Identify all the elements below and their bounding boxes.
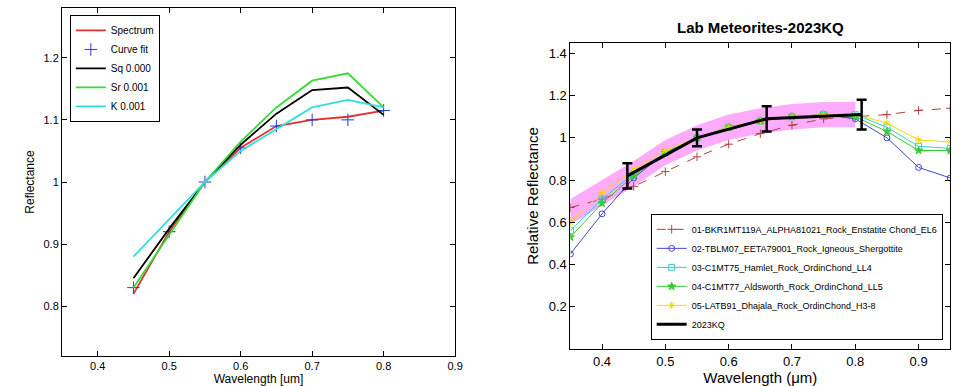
svg-text:0.6: 0.6 <box>549 215 567 230</box>
svg-text:Reflectance: Reflectance <box>23 150 37 214</box>
svg-text:Sr 0.001: Sr 0.001 <box>111 82 149 93</box>
svg-text:03-C1MT75_Hamlet_Rock_OrdinCho: 03-C1MT75_Hamlet_Rock_OrdinChond_LL4 <box>692 263 872 273</box>
svg-text:1.2: 1.2 <box>549 88 567 103</box>
svg-text:2023KQ: 2023KQ <box>692 320 725 330</box>
svg-text:0.4: 0.4 <box>593 354 611 369</box>
svg-text:Lab Meteorites-2023KQ: Lab Meteorites-2023KQ <box>677 19 844 36</box>
svg-text:04-C1MT77_Aldsworth_Rock_Ordin: 04-C1MT77_Aldsworth_Rock_OrdinChond_LL5 <box>692 282 883 292</box>
svg-text:0.5: 0.5 <box>656 354 674 369</box>
svg-text:Curve fit: Curve fit <box>111 44 148 55</box>
svg-text:0.8: 0.8 <box>43 300 58 312</box>
svg-text:0.6: 0.6 <box>233 360 248 372</box>
svg-text:Spectrum: Spectrum <box>111 25 154 36</box>
svg-text:05-LATB91_Dhajala_Rock_OrdinCh: 05-LATB91_Dhajala_Rock_OrdinChond_H3-8 <box>692 301 876 311</box>
svg-text:0.9: 0.9 <box>43 238 58 250</box>
svg-text:0.2: 0.2 <box>549 299 567 314</box>
svg-text:0.7: 0.7 <box>304 360 319 372</box>
svg-text:01-BKR1MT119A_ALPHA81021_Rock_: 01-BKR1MT119A_ALPHA81021_Rock_Enstatite … <box>692 225 937 235</box>
svg-text:1.1: 1.1 <box>43 114 58 126</box>
svg-text:0.6: 0.6 <box>720 354 738 369</box>
svg-text:0.4: 0.4 <box>549 257 567 272</box>
svg-text:0.9: 0.9 <box>447 360 462 372</box>
svg-text:K 0.001: K 0.001 <box>111 101 146 112</box>
svg-text:02-TBLM07_EETA79001_Rock_Igneo: 02-TBLM07_EETA79001_Rock_Igneous_Shergot… <box>692 244 903 254</box>
svg-text:Sq 0.000: Sq 0.000 <box>111 63 151 74</box>
svg-text:1.2: 1.2 <box>43 52 58 64</box>
svg-text:0.7: 0.7 <box>783 354 801 369</box>
svg-text:1: 1 <box>53 176 59 188</box>
svg-text:Wavelength [um]: Wavelength [um] <box>214 372 304 386</box>
svg-text:0.9: 0.9 <box>910 354 928 369</box>
svg-text:0.8: 0.8 <box>549 173 567 188</box>
svg-text:0.4: 0.4 <box>90 360 105 372</box>
svg-text:1.4: 1.4 <box>549 46 567 61</box>
svg-text:0.8: 0.8 <box>376 360 391 372</box>
svg-text:Relative Reflectance: Relative Reflectance <box>524 127 541 265</box>
svg-text:Wavelength (μm): Wavelength (μm) <box>703 369 817 386</box>
svg-text:0.8: 0.8 <box>846 354 864 369</box>
svg-text:0.5: 0.5 <box>162 360 177 372</box>
svg-text:1: 1 <box>560 130 567 145</box>
